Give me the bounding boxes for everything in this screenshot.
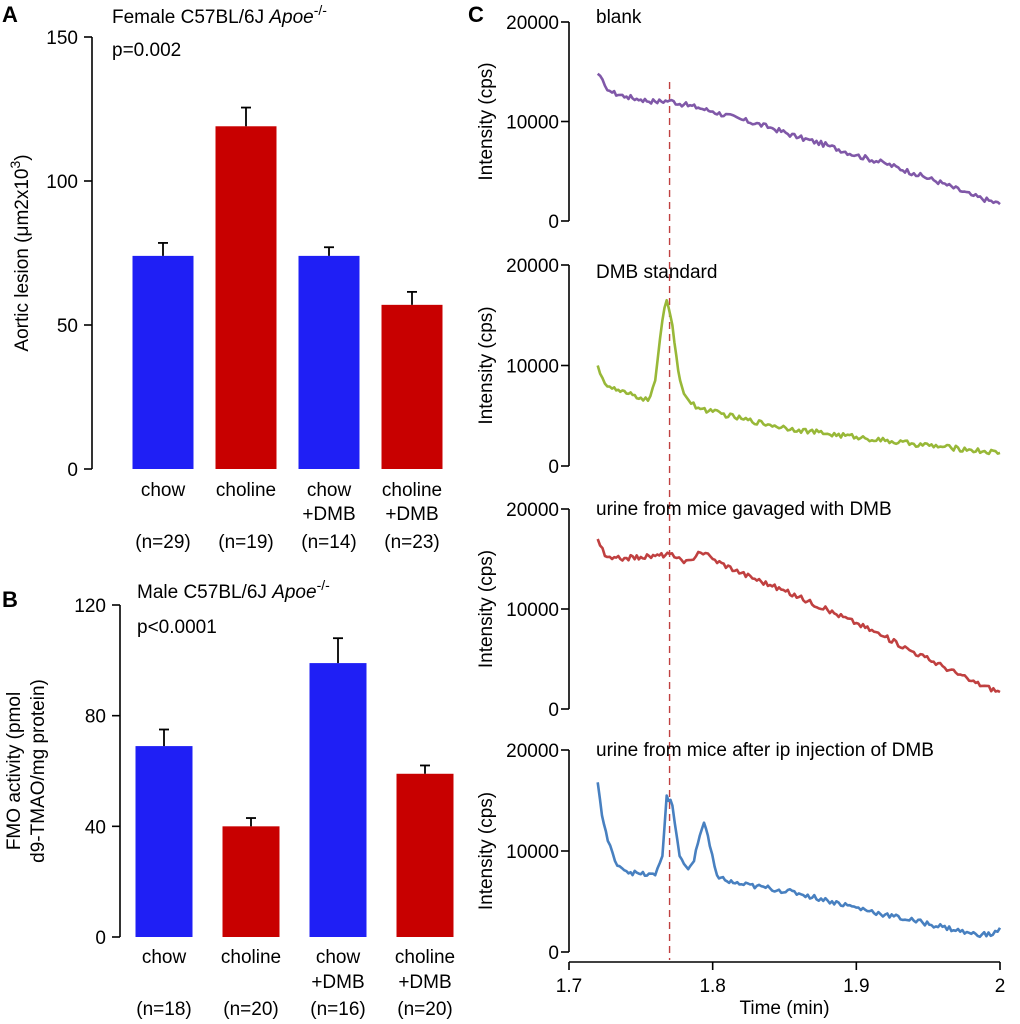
series-label: urine from mice gavaged with DMB	[596, 499, 892, 520]
y-axis-label: Intensity (cps)	[476, 306, 497, 424]
y-tick-label: 0	[548, 700, 559, 721]
sample-size-label: (n=18)	[136, 999, 191, 1020]
y-axis-label: Aortic lesion (μm2x103)	[7, 154, 33, 351]
category-label: choline	[221, 947, 281, 968]
series-label: urine from mice after ip injection of DM…	[596, 740, 934, 761]
bar	[396, 773, 454, 937]
category-label: choline	[216, 480, 276, 501]
sample-size-label: (n=16)	[310, 999, 365, 1020]
title-prefix: Male C57BL/6J	[137, 582, 272, 603]
p-value: p=0.002	[112, 40, 181, 61]
bar	[309, 663, 367, 937]
panel-title: Male C57BL/6J Apoe-/-	[137, 577, 330, 603]
ylabel-mu: μ	[12, 226, 33, 237]
x-tick-label: 1.7	[556, 976, 582, 997]
series-trace	[596, 782, 1002, 939]
panel-label: C	[468, 2, 484, 27]
category-label-line2: +DMB	[302, 504, 355, 525]
category-label: chow	[141, 480, 186, 501]
category-label-line2: +DMB	[398, 972, 451, 993]
y-tick-label: 40	[85, 817, 106, 838]
title-prefix: Female C57BL/6J	[112, 7, 269, 28]
title-gene: Apoe	[271, 582, 316, 603]
sample-size-label: (n=20)	[397, 999, 452, 1020]
title-gene: Apoe	[268, 7, 313, 28]
y-axis-label: Intensity (cps)	[476, 62, 497, 180]
y-tick-label: 20000	[506, 13, 559, 34]
ylabel-suffix: )	[12, 154, 33, 160]
bar	[298, 255, 360, 469]
trace-subplot: 0 10000 20000 Intensity (cps) urine from mic…	[476, 740, 1002, 964]
trace-subplot: 0 10000 20000 Intensity (cps) blank	[476, 7, 1001, 233]
bar	[132, 255, 194, 469]
y-tick-label: 0	[95, 928, 106, 949]
y-tick-label: 0	[67, 460, 78, 481]
sample-size-label: (n=23)	[384, 532, 439, 553]
title-superscript: -/-	[314, 2, 328, 18]
y-tick-label: 10000	[506, 600, 559, 621]
category-label: chow	[307, 480, 352, 501]
bar	[381, 304, 443, 469]
bar	[135, 746, 193, 937]
bar	[215, 126, 277, 469]
p-value: p<0.0001	[137, 617, 217, 638]
trace-subplot: 0 10000 20000 Intensity (cps) urine from mic…	[476, 499, 1001, 721]
panel-label: A	[2, 2, 18, 27]
ylabel-unit: m2x10	[12, 169, 33, 226]
panel-a: A 0 50 100 150 Female C57BL/6J Apoe-/- p=0.002…	[2, 2, 443, 553]
category-label: choline	[382, 480, 442, 501]
y-tick-label: 10000	[506, 842, 559, 863]
x-axis-label: Time (min)	[739, 998, 829, 1019]
x-tick-label: 1.8	[699, 976, 725, 997]
series-label: DMB standard	[596, 262, 717, 283]
y-tick-label: 0	[548, 212, 559, 233]
series-label: blank	[596, 7, 642, 28]
series-trace	[596, 72, 1001, 206]
x-tick-label: 1.9	[843, 976, 869, 997]
sample-size-label: (n=19)	[218, 532, 273, 553]
category-label-line2: +DMB	[385, 504, 438, 525]
series-trace	[596, 298, 1001, 456]
y-tick-label: 10000	[506, 357, 559, 378]
y-axis-label: Intensity (cps)	[476, 550, 497, 668]
category-label-line2: +DMB	[311, 972, 364, 993]
trace-subplot: 0 10000 20000 Intensity (cps) DMB standard	[476, 256, 1001, 478]
y-axis-label: FMO activity (pmol	[4, 692, 25, 850]
y-axis-label-line2: d9-TMAO/mg protein)	[28, 679, 49, 863]
bar	[222, 826, 280, 937]
y-tick-label: 120	[74, 596, 106, 617]
panel-label: B	[2, 587, 18, 612]
panel-title: Female C57BL/6J Apoe-/-	[112, 2, 327, 28]
panel-b: B 0 40 80 120 Male C57BL/6J Apoe-/- p<0.0001 ch…	[2, 577, 455, 1020]
y-tick-label: 10000	[506, 113, 559, 134]
y-tick-label: 80	[85, 707, 106, 728]
category-label: chow	[142, 947, 187, 968]
y-tick-label: 20000	[506, 256, 559, 277]
sample-size-label: (n=14)	[301, 532, 356, 553]
y-tick-label: 20000	[506, 500, 559, 521]
y-tick-label: 0	[548, 943, 559, 964]
y-tick-label: 100	[46, 172, 78, 193]
y-tick-label: 20000	[506, 741, 559, 762]
category-label: chow	[316, 947, 361, 968]
y-tick-label: 150	[46, 28, 78, 49]
series-trace	[596, 538, 1001, 694]
y-axis-label: Intensity (cps)	[476, 792, 497, 910]
sample-size-label: (n=29)	[135, 532, 190, 553]
ylabel-prefix: Aortic lesion (	[12, 236, 33, 352]
ylabel-superscript: 3	[7, 161, 23, 169]
x-tick-label: 2	[995, 976, 1006, 997]
title-superscript: -/-	[317, 577, 331, 593]
category-label: choline	[395, 947, 455, 968]
sample-size-label: (n=20)	[223, 999, 278, 1020]
y-tick-label: 0	[548, 457, 559, 478]
y-tick-label: 50	[57, 316, 78, 337]
